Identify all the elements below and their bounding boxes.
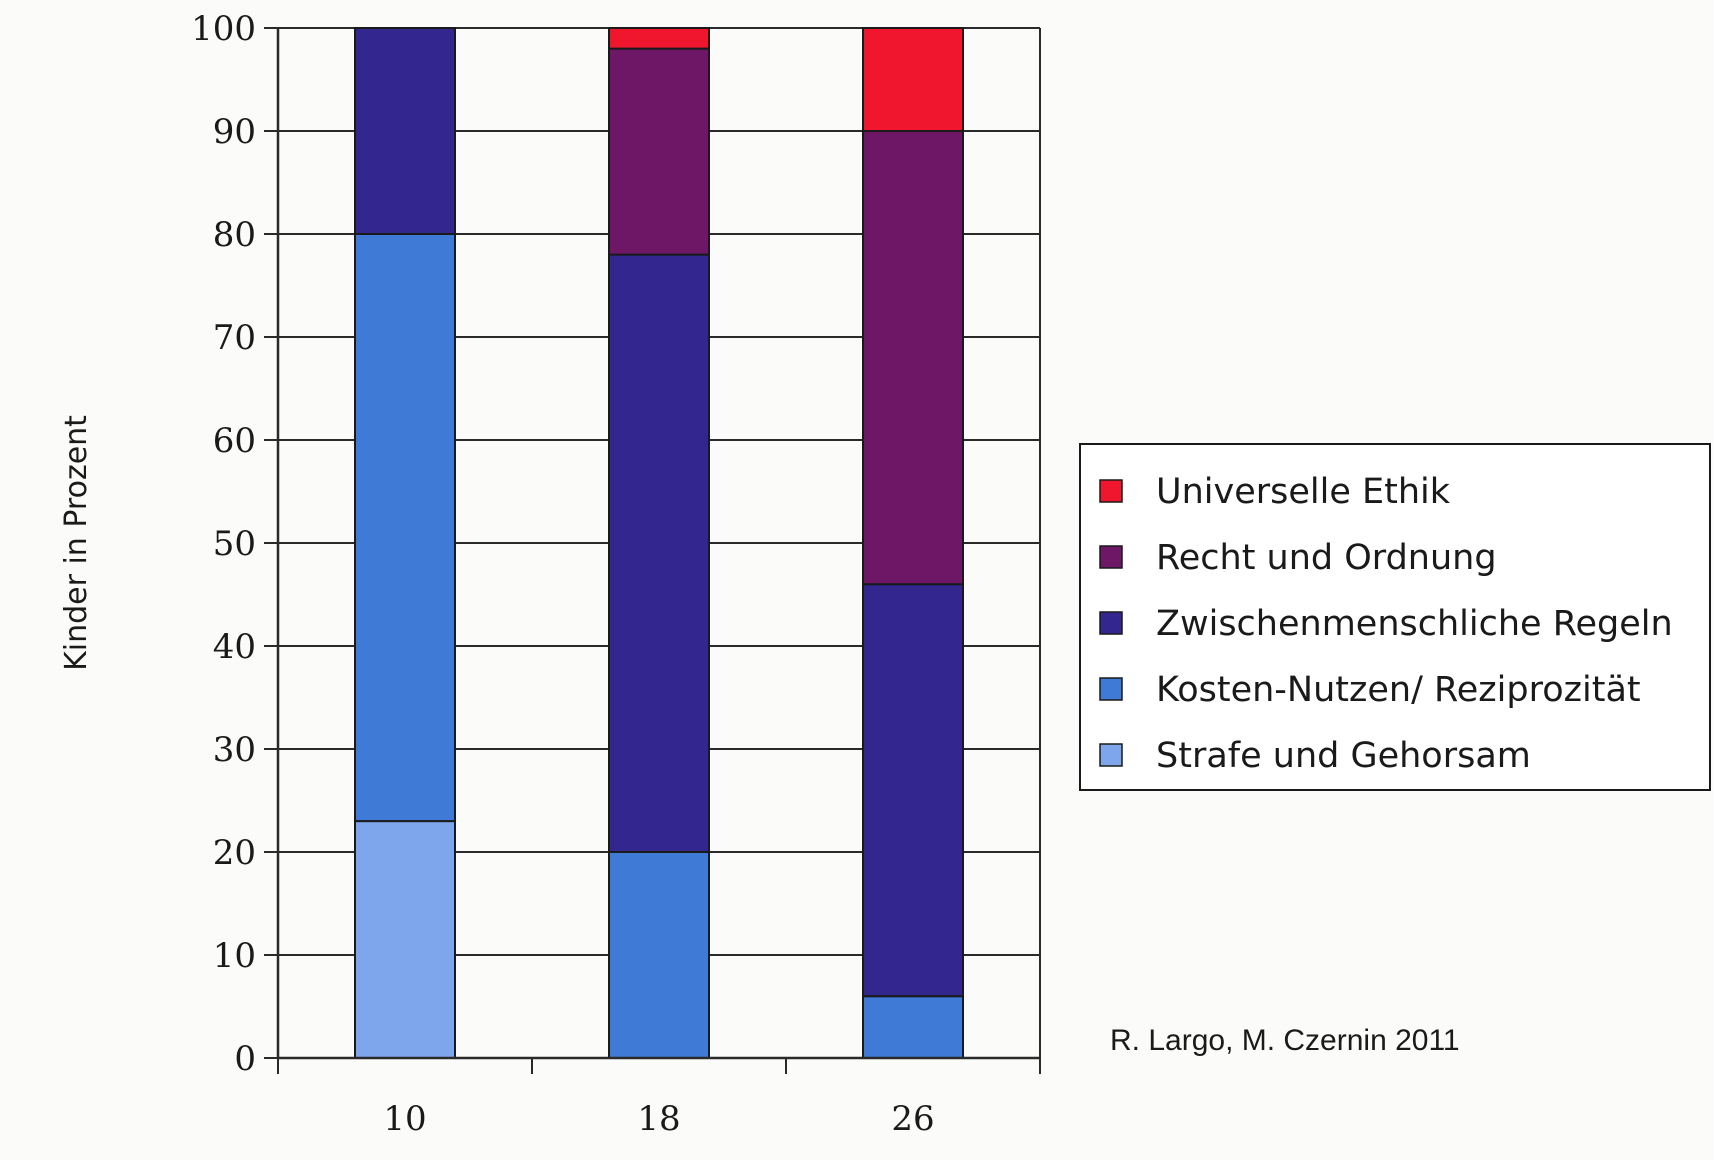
x-tick-label-26: 26 bbox=[891, 1099, 934, 1139]
source-annotation: R. Largo, M. Czernin 2011 bbox=[1110, 1024, 1460, 1057]
axes bbox=[264, 27, 1041, 1074]
bar-18-series-1 bbox=[608, 851, 710, 1059]
legend-swatch-2 bbox=[1099, 611, 1123, 635]
bar-26-series-2 bbox=[862, 583, 964, 998]
legend-entry-1: Recht und Ordnung bbox=[1156, 538, 1497, 578]
bar-10-series-1 bbox=[354, 233, 456, 823]
y-tick-label-50: 50 bbox=[213, 524, 256, 564]
y-tick-label-10: 10 bbox=[213, 936, 256, 976]
y-axis-label: Kinder in Prozent bbox=[59, 415, 94, 671]
bars bbox=[354, 27, 964, 1060]
bar-10-series-2 bbox=[354, 27, 456, 235]
legend-entry-4: Strafe und Gehorsam bbox=[1156, 736, 1531, 776]
y-tick-label-100: 100 bbox=[191, 9, 256, 49]
bar-10-series-0 bbox=[354, 820, 456, 1059]
bar-18-series-4 bbox=[608, 27, 710, 50]
y-tick-label-40: 40 bbox=[213, 627, 256, 667]
bar-26-series-3 bbox=[862, 130, 964, 586]
y-tick-label-60: 60 bbox=[213, 421, 256, 461]
legend-entry-2: Zwischenmenschliche Regeln bbox=[1156, 604, 1673, 644]
bar-18-series-3 bbox=[608, 47, 710, 256]
legend-swatch-4 bbox=[1099, 743, 1123, 767]
y-tick-label-70: 70 bbox=[213, 318, 256, 358]
y-tick-labels: 0 10 20 30 40 50 60 70 80 90 100 bbox=[191, 9, 256, 1079]
y-tick-label-80: 80 bbox=[213, 215, 256, 255]
legend-swatch-1 bbox=[1099, 545, 1123, 569]
bar-18-series-2 bbox=[608, 253, 710, 854]
legend: Universelle Ethik Recht und Ordnung Zwisch… bbox=[1079, 443, 1711, 791]
bar-26-series-4 bbox=[862, 27, 964, 132]
legend-entry-0: Universelle Ethik bbox=[1156, 472, 1451, 512]
x-tick-labels: 10 18 26 bbox=[383, 1099, 934, 1139]
y-tick-label-90: 90 bbox=[213, 112, 256, 152]
legend-swatch-0 bbox=[1099, 479, 1123, 503]
y-tick-label-20: 20 bbox=[213, 833, 256, 873]
x-tick-label-18: 18 bbox=[637, 1099, 680, 1139]
legend-entry-3: Kosten-Nutzen/ Reziprozität bbox=[1156, 670, 1641, 710]
legend-box bbox=[1079, 443, 1711, 791]
legend-swatch-3 bbox=[1099, 677, 1123, 701]
bar-26-series-1 bbox=[862, 995, 964, 1060]
y-tick-label-30: 30 bbox=[213, 730, 256, 770]
y-tick-label-0: 0 bbox=[234, 1039, 256, 1079]
x-tick-label-10: 10 bbox=[383, 1099, 426, 1139]
